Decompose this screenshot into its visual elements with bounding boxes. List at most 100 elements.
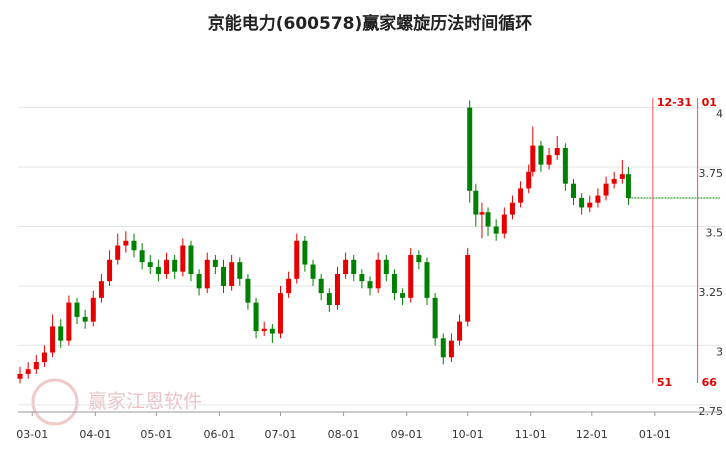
candle-body: [253, 302, 259, 332]
candle-body: [107, 259, 113, 282]
chart-title: 京能电力(600578)赢家螺旋历法时间循环: [208, 13, 533, 34]
candle-body: [493, 226, 499, 234]
candle-body: [587, 202, 593, 208]
candle-body: [562, 148, 568, 184]
candle-body: [570, 183, 576, 198]
candle-body: [237, 262, 243, 279]
candle-body: [359, 274, 365, 282]
candle-body: [595, 195, 601, 203]
candle-body: [351, 259, 357, 275]
x-tick-label: 07-01: [265, 428, 297, 441]
candle-body: [509, 202, 515, 215]
candle-body: [66, 302, 72, 341]
candle-body: [25, 369, 31, 374]
candle-body: [204, 259, 210, 289]
candle-body: [611, 178, 617, 184]
candle-body: [245, 278, 251, 303]
candle-body: [123, 240, 129, 246]
candle-body: [424, 262, 430, 298]
candle-body: [467, 107, 473, 191]
x-tick-label: 01-01: [639, 428, 671, 441]
candle-body: [554, 148, 560, 156]
y-tick-label: 3.75: [699, 167, 724, 180]
watermark: 赢家江恩软件: [88, 391, 202, 413]
x-tick-label: 03-01: [16, 428, 48, 441]
candle-body: [538, 145, 544, 165]
candle-body: [526, 171, 532, 189]
candle-body: [318, 278, 324, 294]
candle-body: [400, 293, 406, 298]
candle-body: [518, 188, 524, 203]
candle-body: [603, 183, 609, 196]
x-tick-label: 10-01: [452, 428, 484, 441]
y-tick-label: 4: [716, 108, 723, 121]
watermark-logo: [31, 378, 79, 426]
candle-body: [408, 255, 414, 298]
candle-body: [41, 352, 47, 363]
candle-body: [115, 245, 121, 260]
candle-body: [221, 266, 227, 286]
candle-body: [391, 274, 397, 294]
candle-body: [164, 259, 170, 275]
y-tick-label: 3: [716, 345, 723, 358]
candle-body: [58, 326, 64, 341]
x-tick-label: 06-01: [203, 428, 235, 441]
candle-body: [375, 259, 381, 289]
y-tick-label: 3.5: [706, 226, 724, 239]
candle-body: [139, 250, 145, 263]
candle-body: [286, 278, 292, 294]
candle-body: [334, 274, 340, 305]
candle-body: [50, 326, 56, 353]
y-tick-label: 2.75: [699, 405, 724, 418]
candle-body: [261, 328, 267, 332]
x-tick-label: 09-01: [391, 428, 423, 441]
candle-body: [326, 293, 332, 305]
candle-body: [546, 155, 552, 165]
candle-body: [147, 262, 153, 267]
candle-body: [416, 255, 422, 263]
candle-body: [440, 338, 446, 358]
candle-body: [269, 328, 275, 334]
candle-body: [485, 212, 491, 227]
cycle-date: 01: [702, 96, 717, 109]
candle-body: [367, 281, 373, 289]
candle-body: [310, 264, 316, 279]
candle-body: [479, 212, 485, 215]
candle-body: [501, 214, 507, 234]
candle-body: [196, 274, 202, 289]
x-tick-label: 04-01: [79, 428, 111, 441]
candle-body: [90, 297, 96, 322]
candle-body: [473, 190, 479, 215]
candle-body: [530, 145, 536, 172]
cycle-count: 51: [657, 376, 672, 389]
candle-body: [212, 259, 218, 267]
x-tick-label: 12-01: [576, 428, 608, 441]
x-tick-label: 11-01: [515, 428, 547, 441]
candle-body: [383, 259, 389, 275]
candle-body: [98, 281, 104, 298]
candle-body: [465, 255, 471, 322]
candle-body: [229, 262, 235, 286]
candle-body: [625, 174, 631, 198]
candle-body: [343, 259, 349, 275]
cycle-date: 12-31: [657, 96, 692, 109]
x-tick-label: 08-01: [328, 428, 360, 441]
candle-body: [302, 240, 308, 265]
candle-body: [172, 259, 178, 272]
candle-body: [457, 321, 463, 341]
candle-body: [180, 245, 186, 272]
candle-body: [294, 240, 300, 279]
candle-body: [82, 316, 88, 322]
y-tick-label: 3.25: [699, 286, 724, 299]
candle-body: [155, 266, 161, 275]
candle-body: [188, 245, 194, 275]
cycle-count: 66: [702, 376, 718, 389]
candle-body: [579, 197, 585, 208]
x-tick-label: 05-01: [140, 428, 172, 441]
candle-body: [17, 373, 23, 379]
candle-body: [432, 297, 438, 339]
candle-body: [33, 362, 39, 370]
candle-body: [619, 174, 625, 179]
candle-body: [131, 240, 137, 251]
